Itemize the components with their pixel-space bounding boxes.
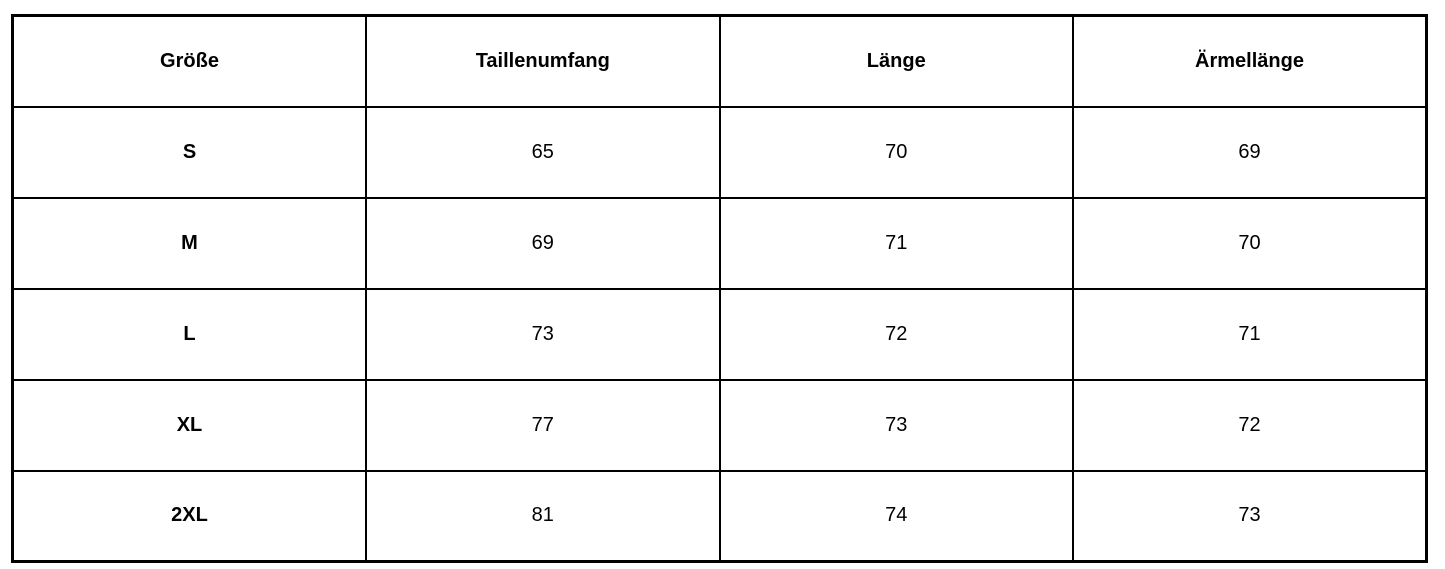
size-chart-table: Größe Taillenumfang Länge Ärmellänge S 6… [11,14,1428,563]
value-cell: 69 [365,196,721,290]
value-cell: 77 [365,378,721,472]
size-cell: XL [11,378,367,472]
value-cell: 71 [1072,287,1428,381]
header-cell-size: Größe [11,14,367,108]
size-cell: L [11,287,367,381]
table-row: XL 77 73 72 [11,378,1428,472]
value-cell: 70 [718,105,1074,199]
value-cell: 73 [365,287,721,381]
value-cell: 72 [1072,378,1428,472]
value-cell: 71 [718,196,1074,290]
table-row: 2XL 81 74 73 [11,469,1428,563]
size-cell: 2XL [11,469,367,563]
value-cell: 72 [718,287,1074,381]
header-cell-sleeve: Ärmellänge [1072,14,1428,108]
value-cell: 65 [365,105,721,199]
size-cell: S [11,105,367,199]
table-row: L 73 72 71 [11,287,1428,381]
header-row: Größe Taillenumfang Länge Ärmellänge [11,14,1428,108]
value-cell: 70 [1072,196,1428,290]
header-cell-waist: Taillenumfang [365,14,721,108]
value-cell: 81 [365,469,721,563]
value-cell: 74 [718,469,1074,563]
header-cell-length: Länge [718,14,1074,108]
value-cell: 73 [718,378,1074,472]
size-cell: M [11,196,367,290]
value-cell: 73 [1072,469,1428,563]
table-row: M 69 71 70 [11,196,1428,290]
value-cell: 69 [1072,105,1428,199]
table-row: S 65 70 69 [11,105,1428,199]
